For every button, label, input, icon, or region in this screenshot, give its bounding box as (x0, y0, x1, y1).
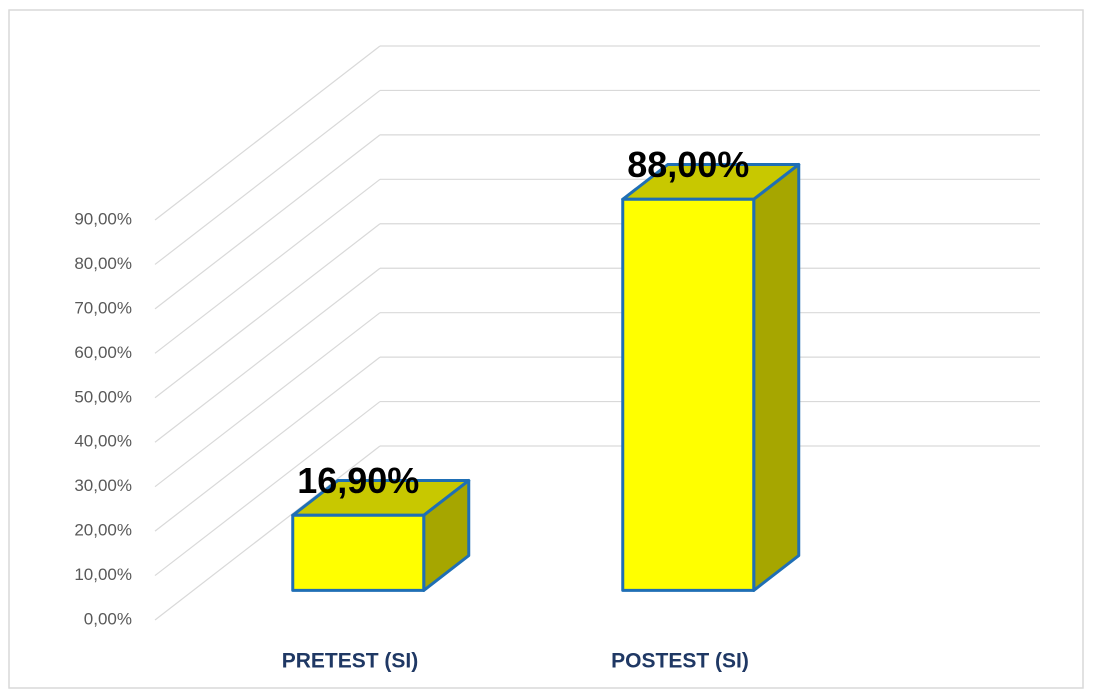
y-tick-label: 70,00% (74, 298, 132, 317)
grid-line-diagonal (154, 445, 381, 621)
grid-line-diagonal (154, 312, 381, 488)
grid-line-diagonal (154, 356, 381, 532)
y-tick-label: 20,00% (74, 521, 132, 540)
chart-frame (8, 9, 1084, 689)
y-tick-label: 0,00% (84, 609, 132, 628)
y-tick-label: 50,00% (74, 387, 132, 406)
y-tick-label: 60,00% (74, 343, 132, 362)
x-tick-label: PRETEST (SI) (282, 650, 419, 673)
y-tick-label: 40,00% (74, 432, 132, 451)
grid-line-diagonal (154, 134, 381, 310)
data-label: 88,00% (627, 144, 749, 185)
grid-line-diagonal (154, 267, 381, 443)
grid-line-diagonal (154, 45, 381, 221)
data-label: 16,90% (297, 460, 419, 501)
bar-side (752, 163, 801, 592)
grid-line-diagonal (154, 401, 381, 577)
y-tick-label: 80,00% (74, 254, 132, 273)
grid-line-diagonal (154, 89, 381, 265)
grid-line-diagonal (154, 178, 381, 354)
grid-line-diagonal (154, 223, 381, 399)
bar (621, 197, 756, 592)
x-tick-label: POSTEST (SI) (611, 650, 749, 673)
y-tick-label: 10,00% (74, 565, 132, 584)
bar (291, 513, 426, 592)
y-tick-label: 30,00% (74, 476, 132, 495)
y-tick-label: 90,00% (74, 209, 132, 228)
